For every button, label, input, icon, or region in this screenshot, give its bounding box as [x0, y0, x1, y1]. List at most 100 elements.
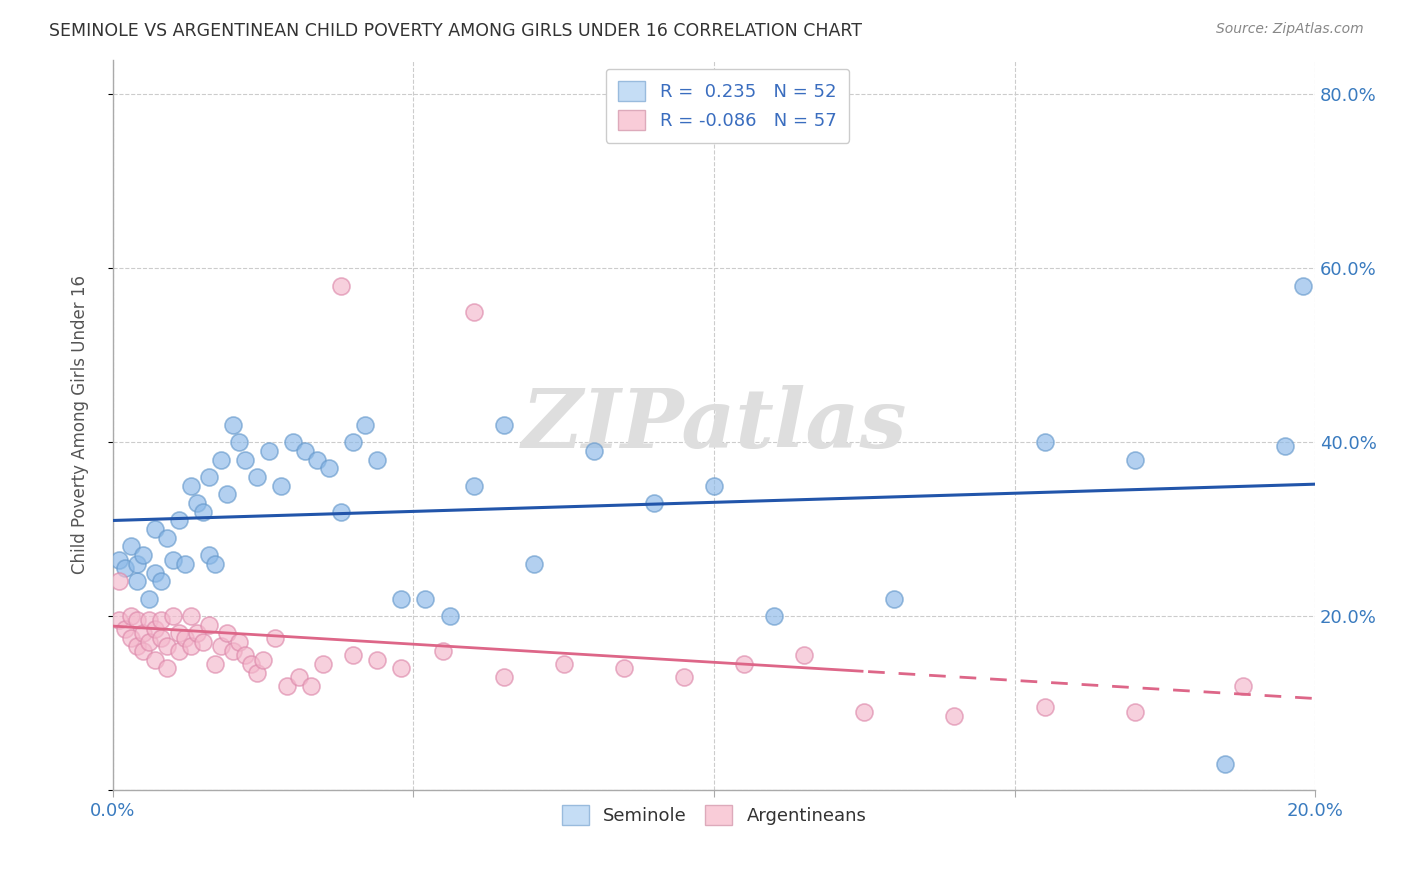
- Point: [143, 622, 166, 636]
- Point: [415, 591, 437, 606]
- Point: [217, 626, 239, 640]
- Point: [191, 505, 214, 519]
- Point: [167, 626, 190, 640]
- Point: [132, 644, 155, 658]
- Point: [354, 417, 377, 432]
- Point: [1274, 440, 1296, 454]
- Point: [283, 435, 305, 450]
- Point: [432, 644, 454, 658]
- Point: [294, 443, 316, 458]
- Point: [330, 505, 353, 519]
- Text: Source: ZipAtlas.com: Source: ZipAtlas.com: [1216, 22, 1364, 37]
- Legend: Seminole, Argentineans: Seminole, Argentineans: [551, 794, 877, 836]
- Point: [1123, 452, 1146, 467]
- Point: [125, 557, 148, 571]
- Point: [120, 631, 142, 645]
- Point: [125, 640, 148, 654]
- Point: [149, 574, 172, 589]
- Point: [330, 278, 353, 293]
- Point: [257, 443, 280, 458]
- Point: [108, 613, 131, 627]
- Point: [672, 670, 695, 684]
- Point: [733, 657, 755, 671]
- Point: [174, 631, 197, 645]
- Point: [228, 435, 250, 450]
- Point: [582, 443, 605, 458]
- Point: [167, 644, 190, 658]
- Point: [943, 709, 966, 723]
- Point: [167, 513, 190, 527]
- Point: [180, 640, 202, 654]
- Point: [125, 574, 148, 589]
- Point: [763, 609, 786, 624]
- Point: [209, 452, 232, 467]
- Point: [204, 557, 226, 571]
- Point: [1123, 705, 1146, 719]
- Point: [1213, 756, 1236, 771]
- Point: [613, 661, 636, 675]
- Point: [156, 640, 179, 654]
- Point: [246, 470, 269, 484]
- Point: [312, 657, 335, 671]
- Point: [222, 417, 245, 432]
- Point: [553, 657, 575, 671]
- Point: [132, 548, 155, 562]
- Point: [492, 670, 515, 684]
- Point: [198, 548, 221, 562]
- Point: [1292, 278, 1315, 293]
- Point: [883, 591, 905, 606]
- Point: [643, 496, 665, 510]
- Point: [233, 648, 256, 662]
- Point: [217, 487, 239, 501]
- Point: [1033, 435, 1056, 450]
- Point: [342, 648, 364, 662]
- Point: [228, 635, 250, 649]
- Point: [174, 557, 197, 571]
- Point: [246, 665, 269, 680]
- Point: [149, 613, 172, 627]
- Point: [492, 417, 515, 432]
- Point: [252, 652, 274, 666]
- Point: [439, 609, 461, 624]
- Point: [391, 591, 413, 606]
- Point: [793, 648, 815, 662]
- Point: [276, 679, 298, 693]
- Point: [143, 652, 166, 666]
- Point: [180, 609, 202, 624]
- Point: [523, 557, 546, 571]
- Point: [342, 435, 364, 450]
- Point: [299, 679, 322, 693]
- Text: ZIPatlas: ZIPatlas: [522, 384, 907, 465]
- Y-axis label: Child Poverty Among Girls Under 16: Child Poverty Among Girls Under 16: [72, 276, 89, 574]
- Point: [191, 635, 214, 649]
- Point: [463, 478, 485, 492]
- Point: [307, 452, 329, 467]
- Point: [156, 531, 179, 545]
- Point: [1033, 700, 1056, 714]
- Point: [138, 613, 160, 627]
- Point: [114, 561, 136, 575]
- Point: [209, 640, 232, 654]
- Point: [162, 609, 184, 624]
- Point: [240, 657, 263, 671]
- Point: [120, 609, 142, 624]
- Point: [463, 304, 485, 318]
- Point: [120, 540, 142, 554]
- Point: [222, 644, 245, 658]
- Point: [288, 670, 311, 684]
- Point: [162, 552, 184, 566]
- Point: [233, 452, 256, 467]
- Point: [125, 613, 148, 627]
- Point: [366, 652, 388, 666]
- Point: [853, 705, 876, 719]
- Point: [391, 661, 413, 675]
- Point: [366, 452, 388, 467]
- Point: [143, 566, 166, 580]
- Point: [264, 631, 287, 645]
- Point: [186, 626, 208, 640]
- Text: SEMINOLE VS ARGENTINEAN CHILD POVERTY AMONG GIRLS UNDER 16 CORRELATION CHART: SEMINOLE VS ARGENTINEAN CHILD POVERTY AM…: [49, 22, 862, 40]
- Point: [270, 478, 292, 492]
- Point: [180, 478, 202, 492]
- Point: [108, 552, 131, 566]
- Point: [143, 522, 166, 536]
